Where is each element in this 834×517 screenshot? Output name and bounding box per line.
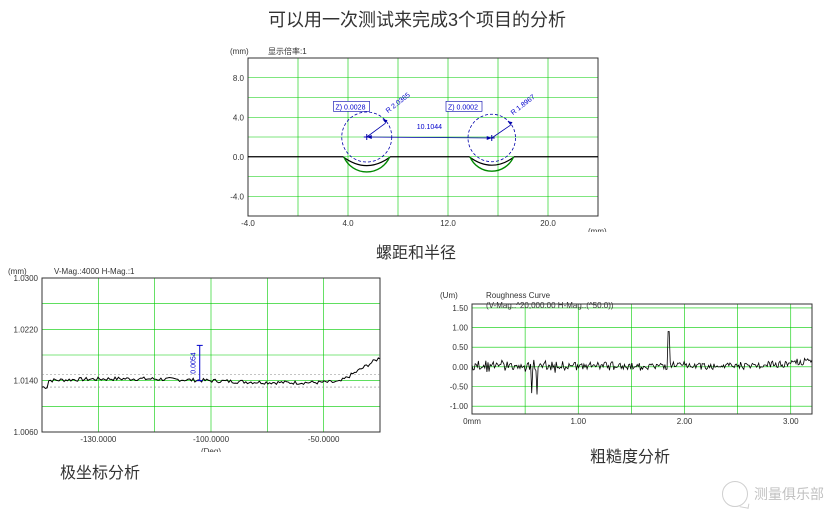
watermark: 测量俱乐部 (722, 481, 824, 507)
svg-text:10.1044: 10.1044 (417, 124, 442, 131)
wechat-icon (722, 481, 748, 507)
svg-text:1.0140: 1.0140 (14, 377, 39, 386)
svg-text:显示倍率:1: 显示倍率:1 (268, 46, 307, 56)
chart-polar-caption: 极坐标分析 (0, 459, 392, 483)
chart-pitch-radius-caption: 螺距和半径 (218, 239, 614, 263)
svg-text:-1.00: -1.00 (450, 402, 469, 411)
chart-polar: -130.0000 -100.0000 -50.0000 1.0060 1.0140 1.… (0, 262, 392, 483)
svg-text:0mm: 0mm (463, 417, 481, 426)
watermark-text: 测量俱乐部 (754, 484, 824, 504)
svg-text:(Um): (Um) (440, 291, 458, 300)
svg-text:V-Mag.:4000 H-Mag.:1: V-Mag.:4000 H-Mag.:1 (54, 267, 135, 276)
svg-text:1.00: 1.00 (570, 417, 586, 426)
svg-text:Roughness Curve: Roughness Curve (486, 291, 551, 300)
svg-text:0.0054: 0.0054 (191, 352, 198, 374)
svg-text:-0.50: -0.50 (450, 383, 469, 392)
svg-text:-130.0000: -130.0000 (80, 435, 117, 444)
page-title: 可以用一次测试来完成3个项目的分析 (0, 6, 834, 32)
svg-text:4.0: 4.0 (233, 113, 245, 122)
svg-text:Z) 0.0028: Z) 0.0028 (336, 104, 366, 111)
svg-text:12.0: 12.0 (440, 219, 456, 228)
chart-pitch-radius-svg: -4.0 4.0 12.0 20.0 -4.0 0.0 4.0 8.0 (mm) (mm) 显示倍率… (218, 40, 614, 232)
svg-text:0.50: 0.50 (452, 343, 468, 352)
svg-text:(mm): (mm) (230, 47, 249, 56)
svg-text:0.00: 0.00 (452, 363, 468, 372)
chart-pitch-radius: -4.0 4.0 12.0 20.0 -4.0 0.0 4.0 8.0 (mm) (mm) 显示倍率… (218, 40, 614, 263)
svg-text:0.0: 0.0 (233, 153, 245, 162)
chart-roughness-caption: 粗糙度分析 (432, 443, 828, 467)
svg-text:1.00: 1.00 (452, 324, 468, 333)
svg-text:Z) 0.0002: Z) 0.0002 (448, 104, 478, 111)
svg-text:1.50: 1.50 (452, 304, 468, 313)
svg-text:2.00: 2.00 (677, 417, 693, 426)
svg-text:8.0: 8.0 (233, 74, 245, 83)
svg-text:-100.0000: -100.0000 (193, 435, 230, 444)
svg-text:20.0: 20.0 (540, 219, 556, 228)
svg-text:4.0: 4.0 (342, 219, 354, 228)
chart-roughness-svg: 0mm 1.00 2.00 3.00 -1.00 -0.50 0.00 0.50 1.00 1.5… (432, 286, 828, 436)
svg-text:(mm): (mm) (588, 227, 607, 232)
svg-text:-50.0000: -50.0000 (308, 435, 340, 444)
svg-text:3.00: 3.00 (783, 417, 799, 426)
svg-text:-4.0: -4.0 (241, 219, 255, 228)
svg-text:-4.0: -4.0 (230, 192, 244, 201)
svg-text:1.0220: 1.0220 (14, 325, 39, 334)
svg-text:(Deg): (Deg) (201, 447, 221, 452)
svg-text:1.0060: 1.0060 (14, 428, 39, 437)
chart-roughness: 0mm 1.00 2.00 3.00 -1.00 -0.50 0.00 0.50 1.00 1.5… (432, 286, 828, 467)
chart-polar-svg: -130.0000 -100.0000 -50.0000 1.0060 1.0140 1.… (0, 262, 392, 452)
svg-text:(V-Mag.:^20,000.00 H-Mag.:(^50: (V-Mag.:^20,000.00 H-Mag.:(^50.0)) (486, 301, 614, 310)
svg-text:(mm): (mm) (8, 267, 27, 276)
